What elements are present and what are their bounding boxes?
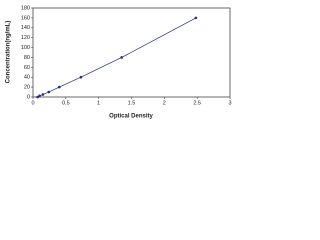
y-tick-label: 140 — [21, 25, 30, 31]
y-tick-label: 100 — [21, 45, 30, 51]
y-tick-label: 80 — [24, 55, 30, 61]
y-tick-label: 60 — [24, 65, 30, 71]
y-tick-label: 0 — [27, 94, 30, 100]
curve — [37, 17, 197, 98]
x-axis-label: Optical Density — [109, 114, 153, 120]
y-tick-label: 40 — [24, 75, 30, 81]
x-tick-label: 2 — [163, 100, 166, 106]
point — [38, 94, 41, 98]
point — [120, 56, 123, 59]
point — [79, 75, 83, 79]
x-tick-label: 0.5 — [62, 100, 70, 106]
y-tick-label: 120 — [21, 35, 30, 41]
x-tick-label: 3 — [228, 100, 231, 106]
point — [194, 16, 198, 20]
x-tick-label: 2.5 — [193, 100, 201, 106]
y-tick-label: 20 — [24, 85, 30, 91]
y-axis-label: Concentration(ng/mL) — [6, 21, 12, 84]
point — [47, 90, 51, 94]
y-tick-label: 180 — [21, 5, 30, 11]
chart: Optical Density Concentration(ng/mL) 020… — [6, 5, 232, 120]
page: Optical Density Concentration(ng/mL) 0 20… — [5, 5, 232, 120]
y-tick-label: 160 — [21, 15, 30, 21]
point — [57, 85, 61, 89]
x-tick-label: 1 — [97, 100, 100, 106]
point — [36, 95, 39, 99]
x-tick-label: 0 — [31, 100, 34, 106]
point — [41, 93, 45, 96]
x-tick-label: 1.5 — [128, 100, 136, 106]
